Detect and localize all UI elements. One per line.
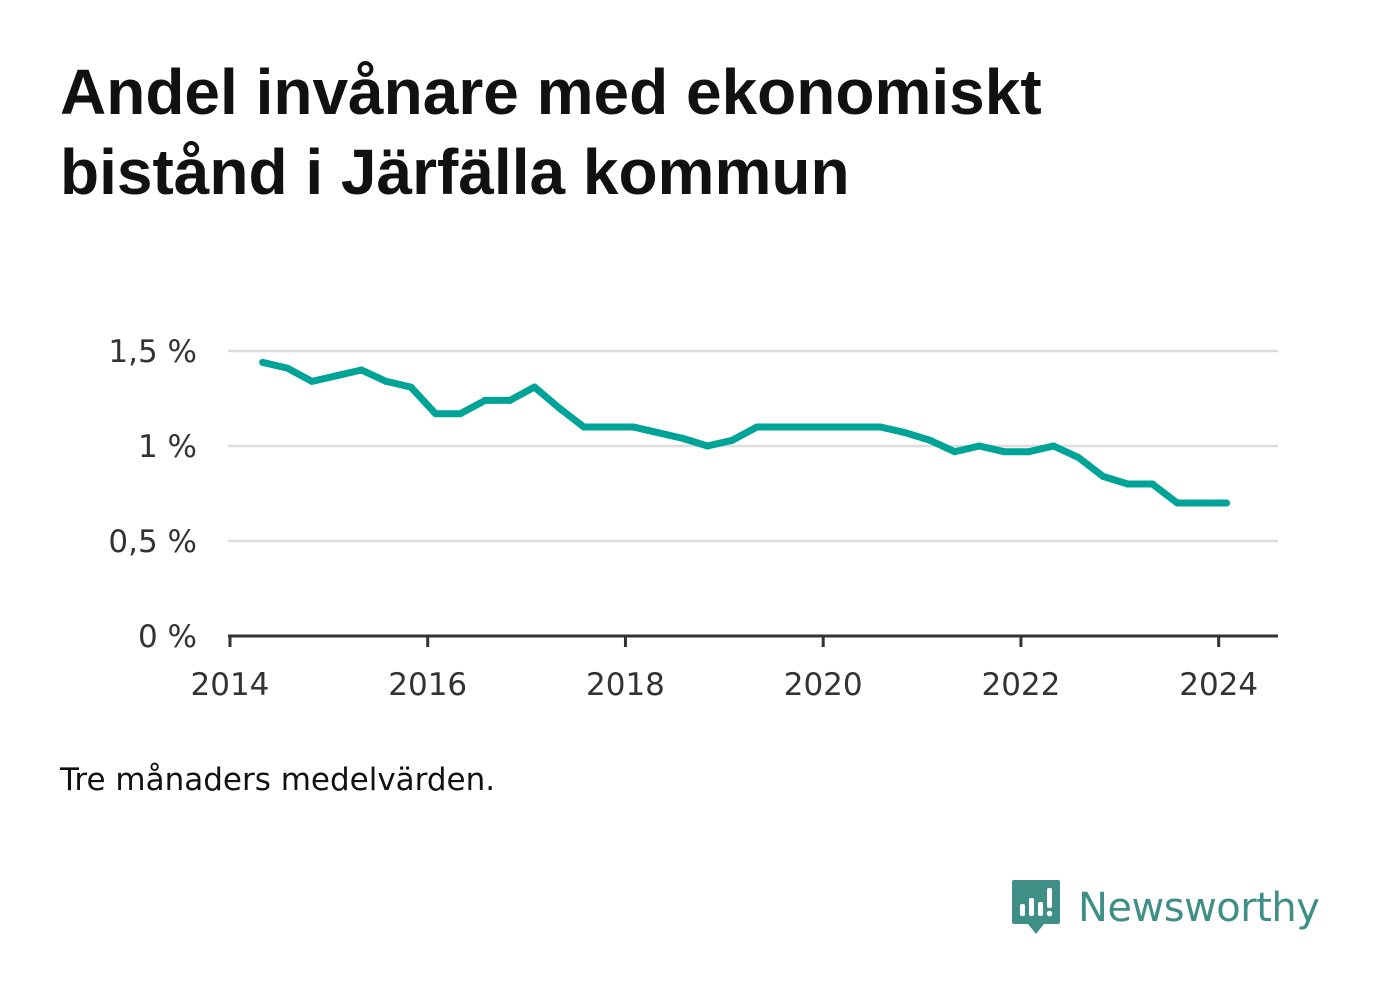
x-tick-label: 2018 [586, 667, 665, 703]
data-point [1124, 480, 1132, 488]
chart-note: Tre månaders medelvärden. [60, 762, 496, 798]
data-point [901, 429, 909, 437]
data-point [877, 423, 885, 431]
y-tick-label: 0 % [138, 619, 197, 655]
data-point [1198, 499, 1206, 507]
gridlines [228, 349, 1278, 543]
data-point [926, 436, 934, 444]
data-point [456, 410, 464, 418]
data-point [827, 423, 835, 431]
data-point [1099, 472, 1107, 480]
x-tick-label: 2020 [784, 667, 863, 703]
series-line [261, 358, 1227, 507]
data-point [951, 448, 959, 456]
y-axis-ticks: 0 % 0,5 % 1 % 1,5 % [108, 334, 197, 655]
data-point [283, 364, 291, 372]
data-point [580, 423, 588, 431]
x-tick-label: 2016 [388, 667, 467, 703]
data-point [506, 396, 514, 404]
data-point [975, 442, 983, 450]
data-point [1025, 448, 1033, 456]
data-point [308, 377, 316, 385]
brand-name: Newsworthy [1078, 885, 1320, 931]
data-point [704, 442, 712, 450]
x-axis: 2014 2016 2018 2020 2022 2024 [191, 634, 1278, 703]
data-point [1000, 448, 1008, 456]
data-point [1223, 499, 1231, 507]
x-tick-label: 2024 [1179, 667, 1258, 703]
data-point [802, 423, 810, 431]
data-point [654, 429, 662, 437]
data-point [852, 423, 860, 431]
data-point [1173, 499, 1181, 507]
brand-logo[interactable]: Newsworthy [1010, 876, 1320, 940]
newsworthy-logo-icon [1012, 880, 1060, 934]
data-point [629, 423, 637, 431]
data-point [481, 396, 489, 404]
data-point [1074, 453, 1082, 461]
data-point [407, 383, 415, 391]
data-point [382, 377, 390, 385]
data-point [728, 436, 736, 444]
y-tick-label: 1,5 % [108, 334, 197, 370]
series-lines [259, 358, 1231, 507]
y-tick-label: 0,5 % [108, 524, 197, 560]
x-tick-label: 2014 [191, 667, 270, 703]
data-point [679, 434, 687, 442]
data-point [753, 423, 761, 431]
data-point [1050, 442, 1058, 450]
data-point [778, 423, 786, 431]
data-point [333, 372, 341, 380]
data-point [605, 423, 613, 431]
data-point [259, 358, 267, 366]
data-point [530, 383, 538, 391]
data-point [357, 366, 365, 374]
chart-title: Andel invånare med ekonomiskt bistånd i … [60, 56, 1042, 208]
y-tick-label: 1 % [138, 429, 197, 465]
data-point [555, 404, 563, 412]
data-point [432, 410, 440, 418]
data-point [1148, 480, 1156, 488]
x-tick-label: 2022 [981, 667, 1060, 703]
